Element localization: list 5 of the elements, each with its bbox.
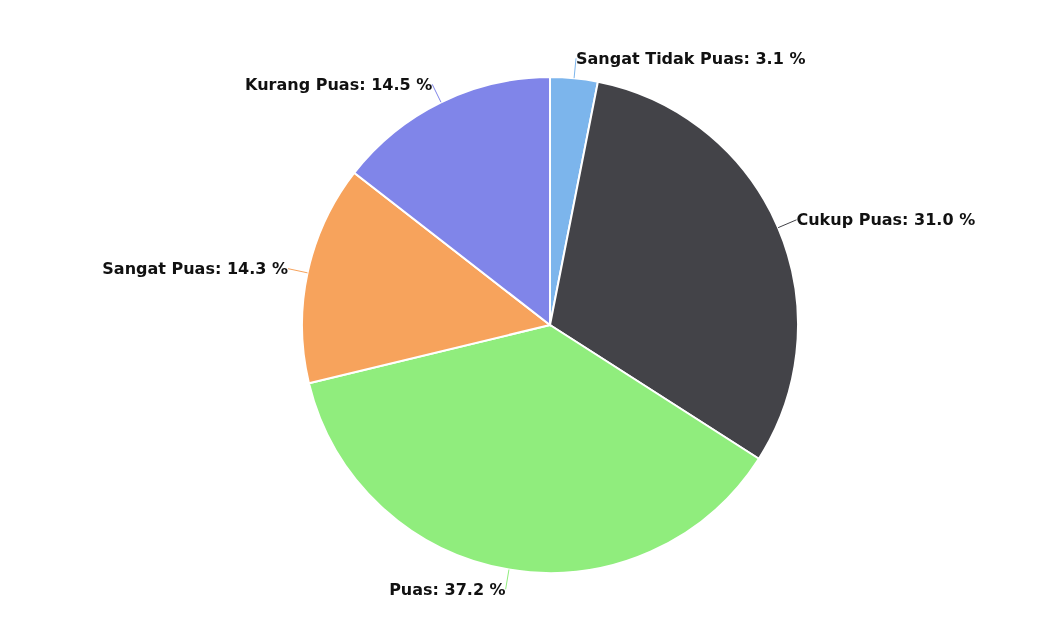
slice-label: Sangat Tidak Puas: 3.1 % bbox=[576, 48, 806, 68]
slice-label: Puas: 37.2 % bbox=[389, 579, 506, 599]
slice-label: Kurang Puas: 14.5 % bbox=[245, 74, 433, 94]
slice-label: Sangat Puas: 14.3 % bbox=[102, 259, 288, 279]
slice-label: Cukup Puas: 31.0 % bbox=[796, 210, 976, 230]
